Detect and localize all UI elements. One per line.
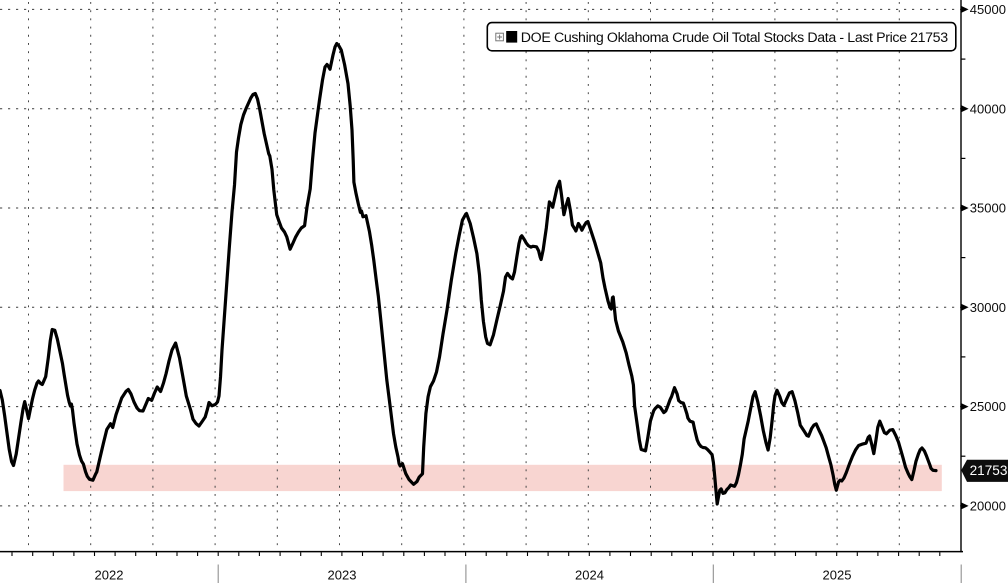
svg-text:25000: 25000 <box>970 399 1006 414</box>
svg-text:2025: 2025 <box>823 568 852 583</box>
svg-text:2022: 2022 <box>95 568 124 583</box>
svg-text:40000: 40000 <box>970 101 1006 116</box>
svg-text:21753: 21753 <box>970 463 1008 478</box>
svg-text:45000: 45000 <box>970 2 1006 17</box>
svg-text:2024: 2024 <box>575 568 604 583</box>
svg-text:20000: 20000 <box>970 499 1006 514</box>
svg-text:35000: 35000 <box>970 201 1006 216</box>
svg-text:30000: 30000 <box>970 300 1006 315</box>
svg-text:2023: 2023 <box>328 568 357 583</box>
svg-text:DOE Cushing Oklahoma Crude Oil: DOE Cushing Oklahoma Crude Oil Total Sto… <box>521 30 948 46</box>
